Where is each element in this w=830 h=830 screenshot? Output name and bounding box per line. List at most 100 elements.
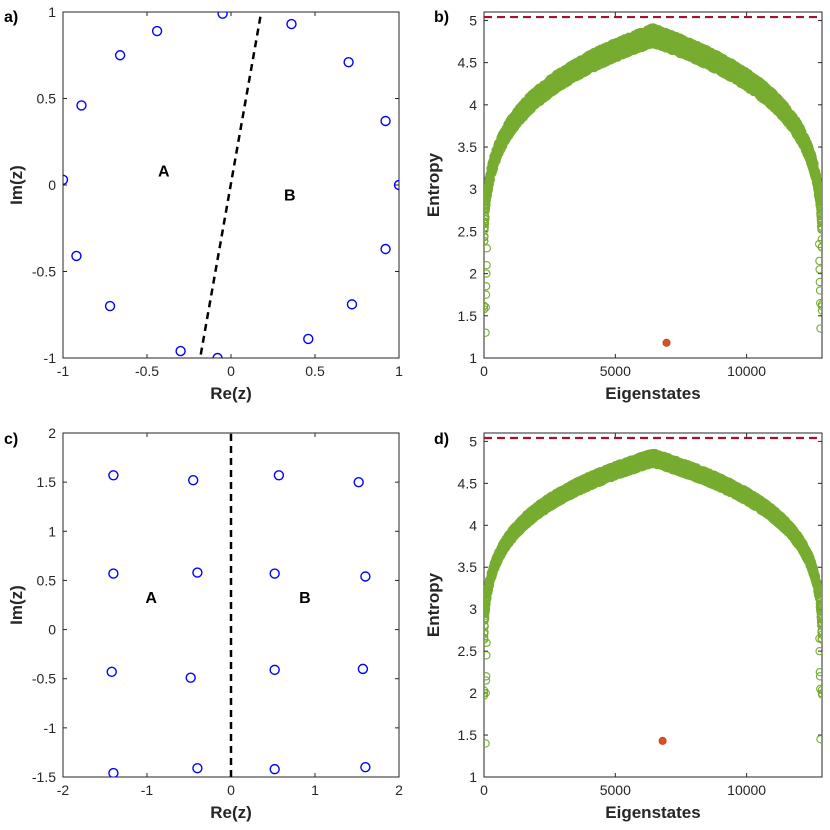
root-point <box>343 56 354 68</box>
root-point <box>393 179 399 191</box>
plot-area <box>106 433 371 777</box>
y-tick-label: 2.5 <box>458 643 478 659</box>
y-tick-label: -0.5 <box>32 264 56 280</box>
y-tick-label: 1 <box>469 350 477 366</box>
edge-eigenstate-point <box>816 324 822 333</box>
x-tick-label: -1 <box>57 363 70 379</box>
edge-eigenstate-point <box>484 328 490 337</box>
y-tick-label: -1 <box>44 350 57 366</box>
eigenstate-point <box>816 205 822 214</box>
y-tick-label: 4 <box>469 97 477 113</box>
root-point <box>217 12 228 19</box>
y-tick-label: 5 <box>469 433 477 449</box>
eigenstate-point <box>817 242 822 252</box>
x-tick-label: 1 <box>311 782 319 798</box>
root-point <box>360 571 371 582</box>
y-tick-label: 4 <box>469 517 477 533</box>
edge-eigenstate-point <box>815 286 822 295</box>
eigenstate-point <box>817 306 822 315</box>
eigenstate-point <box>484 305 489 314</box>
root-point <box>269 664 280 676</box>
region-label-b: B <box>284 188 296 205</box>
y-tick-label: 1.5 <box>458 308 478 324</box>
y-tick-label: 1.5 <box>37 474 57 490</box>
root-point <box>212 352 223 358</box>
root-point <box>269 568 280 579</box>
special-eigenstate-marker <box>662 338 671 347</box>
root-point <box>175 345 186 357</box>
y-axis-label: Im(z) <box>7 165 26 205</box>
x-tick-label: 0 <box>480 782 488 798</box>
eigenstate-point <box>484 212 490 221</box>
x-tick-label: 0 <box>480 363 488 379</box>
eigenstate-point <box>484 613 490 623</box>
eigenstate-point <box>484 223 489 232</box>
y-tick-label: 1 <box>469 769 477 785</box>
root-point <box>360 761 371 773</box>
eigenstate-point <box>484 232 489 241</box>
root-point <box>185 672 196 683</box>
x-tick-label: -2 <box>57 782 70 798</box>
x-tick-label: 1 <box>395 363 403 379</box>
edge-eigenstate-point <box>484 282 491 291</box>
edge-eigenstate-point <box>484 290 491 299</box>
x-tick-label: -0.5 <box>135 363 159 379</box>
y-tick-label: -0.5 <box>32 671 56 687</box>
y-tick-label: 2 <box>48 425 56 441</box>
y-tick-label: -1.5 <box>32 769 56 785</box>
x-tick-label: 10000 <box>727 363 766 379</box>
panel-label: d) <box>434 431 449 448</box>
root-point <box>346 299 358 310</box>
eigenstate-point <box>484 627 489 637</box>
y-tick-label: 1 <box>48 523 56 539</box>
root-point <box>114 50 126 61</box>
root-point <box>357 663 369 675</box>
panel-label: a) <box>4 9 18 26</box>
region-label-b: B <box>299 590 311 607</box>
root-point <box>380 243 391 255</box>
root-point <box>187 474 199 486</box>
x-tick-label: 5000 <box>600 782 631 798</box>
x-tick-label: 0 <box>227 363 235 379</box>
panel-d: 0 5000 1000011.522.533.544.55EigenstatesEn… <box>424 431 823 822</box>
eigenstate-point <box>484 301 489 311</box>
eigenstate-point <box>484 236 489 246</box>
y-tick-label: 2 <box>469 266 477 282</box>
panel-b: 0 5000 1000011.522.533.544.55EigenstatesEn… <box>424 9 823 403</box>
root-point <box>151 25 163 37</box>
y-axis-label: Im(z) <box>7 585 26 625</box>
edge-eigenstate-point <box>484 244 491 253</box>
y-tick-label: 0.5 <box>37 91 57 107</box>
root-point <box>269 763 280 775</box>
eigenstate-point <box>814 182 822 191</box>
y-tick-label: 3.5 <box>458 139 478 155</box>
y-tick-label: 4.5 <box>458 55 478 71</box>
eigenstate-point <box>817 224 822 234</box>
plot-area <box>63 12 399 358</box>
x-axis-label: Re(z) <box>210 384 252 403</box>
edge-eigenstate-point <box>815 256 822 266</box>
root-point <box>108 767 119 777</box>
y-tick-label: 1.5 <box>458 727 478 743</box>
eigenstate-point <box>816 222 822 231</box>
plot-area <box>484 15 822 347</box>
partition-divider-line <box>199 12 263 355</box>
root-point <box>303 333 314 345</box>
eigenstate-point <box>816 213 822 223</box>
eigenstate-point <box>484 688 489 698</box>
root-point <box>108 470 119 481</box>
y-tick-label: -1 <box>44 720 57 736</box>
root-point <box>353 476 364 488</box>
x-axis-label: Eigenstates <box>605 803 700 822</box>
eigenstate-point <box>813 178 822 187</box>
root-point <box>63 174 69 186</box>
x-axis-label: Re(z) <box>210 803 252 822</box>
panel-label: c) <box>4 431 18 448</box>
edge-eigenstate-point <box>484 269 491 278</box>
y-tick-label: 0.5 <box>37 572 57 588</box>
entropy-band <box>484 448 822 748</box>
x-tick-label: 0.5 <box>305 363 325 379</box>
plot-area <box>484 436 822 748</box>
